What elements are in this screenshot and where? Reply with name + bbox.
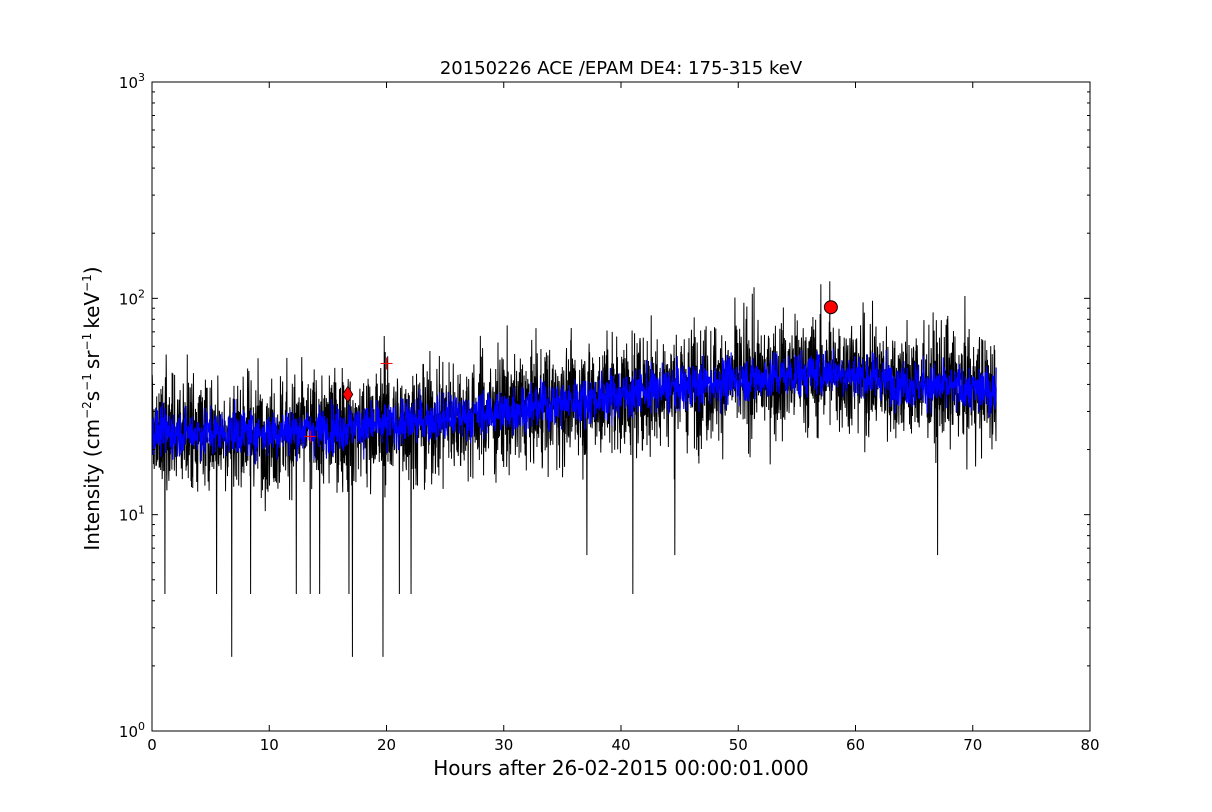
x-tick-label: 10	[260, 736, 279, 754]
marker-circle	[823, 300, 838, 315]
y-tick-label: 101	[119, 504, 145, 525]
series-line-smoothed	[151, 348, 997, 465]
x-tick-label: 80	[1080, 736, 1099, 754]
event-markers	[304, 300, 838, 443]
x-tick-label: 70	[963, 736, 982, 754]
y-axis-label: Intensity (cm−2s−1sr−1keV−1)	[80, 266, 104, 550]
x-tick-label: 40	[611, 736, 630, 754]
x-tick-label: 20	[377, 736, 396, 754]
x-tick-label: 30	[494, 736, 513, 754]
marker-diamond	[342, 385, 354, 404]
x-axis-label: Hours after 26-02-2015 00:00:01.000	[433, 756, 809, 780]
y-tick-label: 100	[119, 720, 145, 741]
y-tick-label: 102	[119, 287, 145, 308]
series-line-raw	[151, 281, 997, 657]
axis-ticks: 0 10 20 30 40 50 60 70 80 100 101 102 103	[119, 71, 1100, 754]
x-tick-label: 60	[846, 736, 865, 754]
marker-plus	[380, 357, 393, 370]
x-tick-label: 0	[147, 736, 157, 754]
marker-plus	[304, 430, 317, 443]
plot-data	[151, 281, 997, 657]
chart-title: 20150226 ACE /EPAM DE4: 175-315 keV	[440, 58, 803, 79]
x-tick-label: 50	[729, 736, 748, 754]
y-tick-label: 103	[119, 71, 145, 92]
